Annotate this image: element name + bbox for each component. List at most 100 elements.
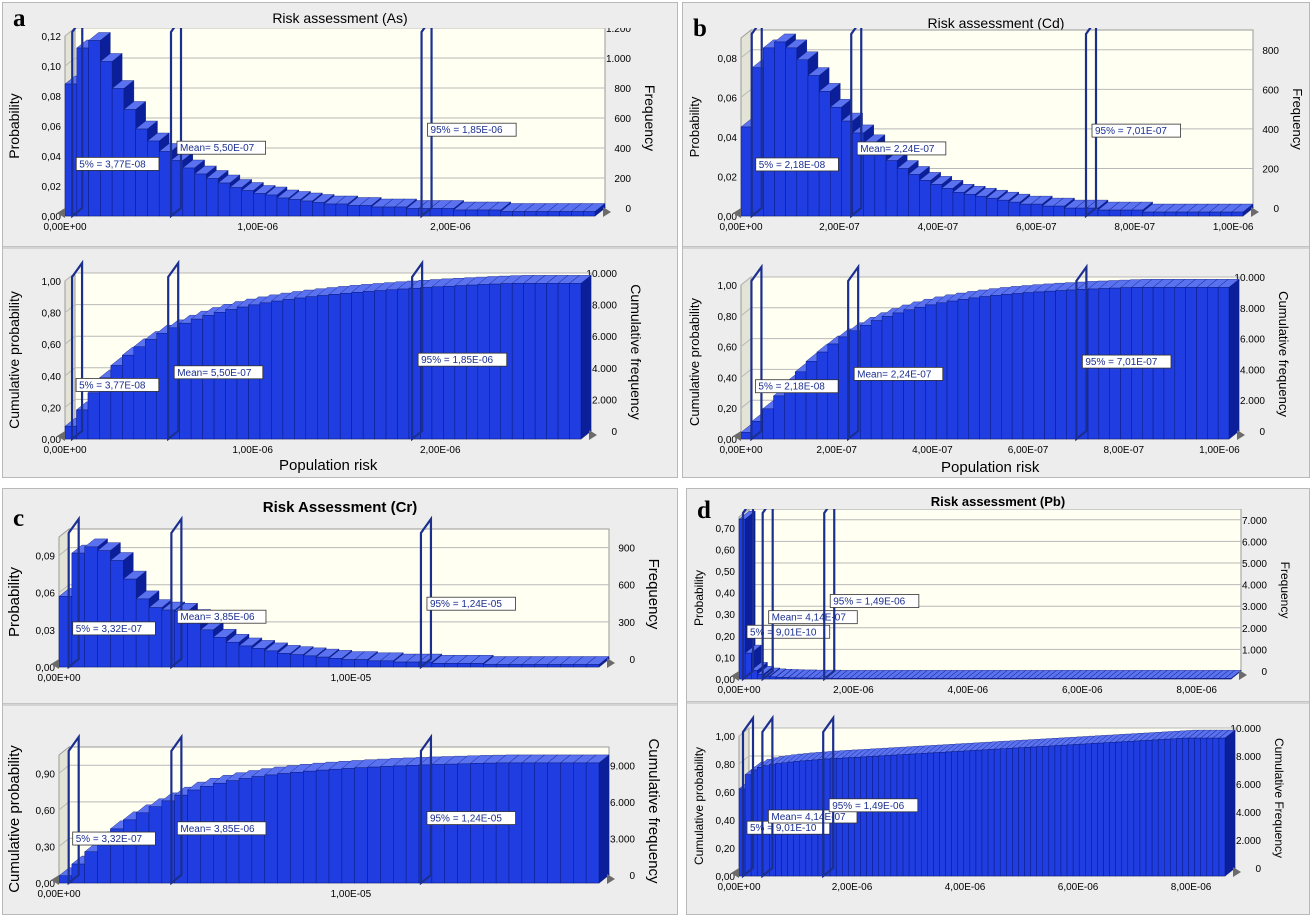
bar-front [740,126,753,217]
bar-front [898,678,906,680]
bar-front [367,660,381,668]
bar-front [253,193,266,217]
percentile-marker [822,714,835,879]
y-tick-label: 0,00 [36,663,56,674]
bar-front [1012,747,1019,877]
bar-front [1206,737,1214,877]
bar-front [978,678,986,680]
bar-side [1228,278,1240,440]
panel-divider [683,246,1309,249]
y-tick-label: 0,50 [716,567,736,578]
x-tick-label: 4,00E-06 [945,882,986,893]
bar-front [1048,745,1056,877]
bar-front [1163,678,1170,680]
y2-tick-label: 800 [1262,46,1279,57]
bar-front [972,678,980,680]
bar-front [534,762,548,884]
y-tick-label: 0,10 [42,62,62,73]
y2-tick-label: 0 [1273,204,1279,215]
bar-front [394,206,407,217]
bar-front [453,209,466,217]
y2-axis-title: Cumulative frequency [645,738,662,884]
bar-front [984,678,992,680]
y2-tick-label: 0 [625,204,631,215]
bar-front [88,40,101,217]
bar-front [362,291,375,440]
y2-axis-title: Frequency [645,559,662,630]
x-tick-label: 8,00E-07 [1114,222,1155,233]
panel-letter: a [13,5,26,32]
panel-letter: c [13,505,25,532]
plot-left-wall [58,745,70,885]
x-tick-label: 8,00E-07 [1103,445,1144,456]
x-tick-label: 6,00E-06 [1058,882,1099,893]
bar-front [1142,211,1155,217]
bar-front [1196,287,1208,440]
percentile-marker [169,28,183,219]
axis-arrow-right [607,658,615,668]
percentile-marker [847,263,860,442]
y2-tick-label: 7.000 [1242,516,1267,527]
x-tick-label: 2,00E-06 [420,445,461,456]
histogram-bar [1218,729,1236,877]
gridline [740,276,752,286]
bar-front [1231,211,1244,217]
bar-front [945,751,952,877]
marker-label-box [755,157,839,172]
bar-front [1188,737,1195,877]
bar-front [315,769,330,884]
marker-label: 95% = 1,49E-06 [833,596,905,607]
y2-tick-label: 10.000 [1230,724,1261,735]
percentile-marker [850,28,863,219]
panel-letter: b [693,15,707,42]
y2-tick-label: 10.000 [1234,273,1265,284]
y-tick-label: 0,02 [718,172,738,183]
x-tick-label: 1,00E-05 [331,673,372,684]
y-tick-label: 0,60 [716,545,736,556]
bar-front [573,664,587,668]
bar-front [929,678,937,680]
bar-front [968,297,980,440]
bar-front [200,629,214,668]
x-tick-label: 4,00E-07 [912,445,953,456]
bar-front [1139,740,1147,877]
bar-front [930,184,943,217]
bar-front [303,770,317,884]
bar-front [264,650,278,668]
bar-front [744,652,752,680]
y2-tick-label: 400 [1262,125,1279,136]
bar-front [849,678,857,680]
bar-front [213,637,227,668]
y-axis-title: Probability [6,93,22,158]
bar-front [1206,678,1213,680]
bar-front [495,664,510,668]
y-axis-title: Cumulative probability [687,298,702,426]
bar-front [981,749,989,877]
marker-label: Mean= 3,85E-06 [180,612,255,623]
y-tick-label: 0,09 [36,552,56,563]
bar-front [582,211,596,217]
y2-tick-label: 8.000 [592,301,617,312]
x-tick-label: 0,00E+00 [717,882,761,893]
marker-label-box [72,831,156,846]
bar-front [933,752,940,877]
bar-front [393,661,407,668]
bar-front [58,596,73,668]
bar-front [341,768,355,884]
bar-front [1127,741,1135,877]
percentile-marker [170,733,183,886]
percentile-marker [67,515,80,670]
bar-front [878,755,886,877]
bar-front [963,193,976,217]
gridline [58,547,70,556]
plot-left-wall [740,275,752,441]
y2-axis-title: Frequency [1278,562,1292,619]
bar-front [1109,742,1116,877]
panel-b: b Risk assessment (Cd) Population risk 0… [682,2,1310,478]
bar-front [1145,739,1153,877]
bar-front [1212,737,1220,877]
percentile-marker [419,733,433,886]
y-axis-title: Probability [687,96,702,157]
marker-label: 95% = 7,01E-07 [1095,126,1167,137]
bar-front [1144,678,1152,680]
